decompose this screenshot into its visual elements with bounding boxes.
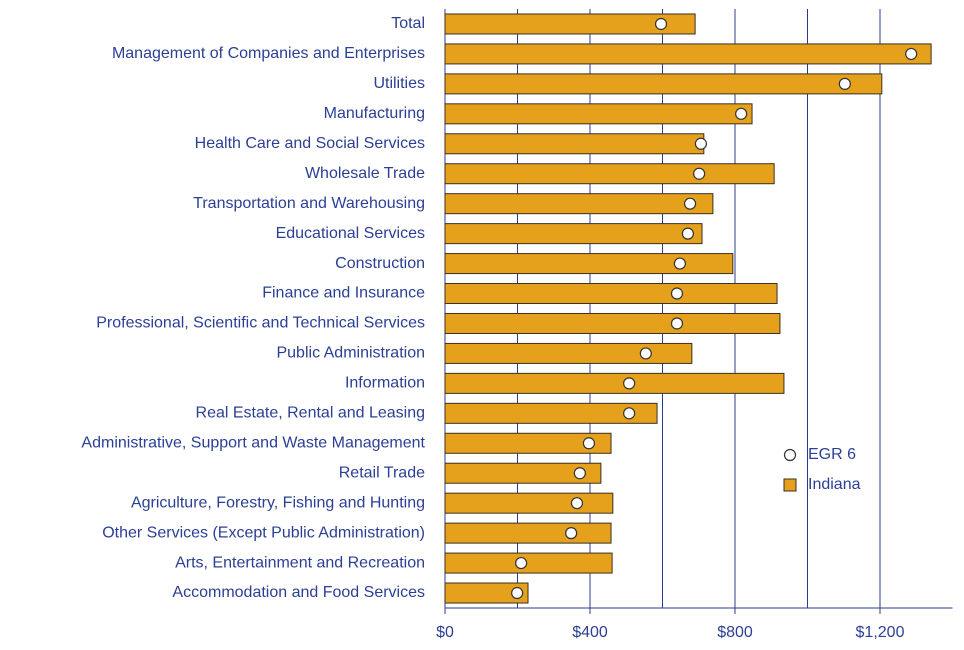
y-tick-label: Total (391, 15, 425, 32)
dot (670, 317, 684, 330)
dot (623, 407, 636, 420)
legend-dot (783, 448, 797, 462)
dot (673, 257, 687, 270)
y-tick-label: Utilities (373, 75, 425, 92)
dot (573, 467, 586, 480)
bar (444, 193, 714, 215)
y-tick-label: Transportation and Warehousing (193, 195, 425, 212)
y-tick-label: Information (345, 375, 425, 392)
y-tick-label: Wholesale Trade (305, 165, 425, 182)
dot (511, 586, 524, 600)
bar (444, 582, 529, 604)
y-tick-label: Professional, Scientific and Technical S… (96, 315, 425, 332)
y-tick-label: Administrative, Support and Waste Manage… (81, 434, 425, 451)
dot (694, 137, 708, 150)
y-tick-label: Other Services (Except Public Administra… (102, 524, 425, 541)
x-tick-label: $400 (572, 624, 608, 641)
bar (444, 283, 778, 305)
bar (444, 253, 734, 275)
dot (570, 497, 584, 510)
y-tick-label: Finance and Insurance (262, 285, 425, 302)
bar (444, 522, 612, 544)
y-tick-label: Management of Companies and Enterprises (112, 45, 425, 62)
bar (444, 402, 658, 424)
dot (582, 437, 596, 450)
dot (693, 167, 706, 180)
dot (683, 197, 697, 210)
legend-label: Indiana (808, 476, 861, 493)
bar (444, 133, 705, 155)
bar (444, 13, 696, 35)
bar (444, 372, 785, 394)
y-tick-label: Public Administration (276, 345, 425, 362)
bar (444, 312, 781, 334)
bar (444, 43, 932, 65)
dot (905, 47, 918, 61)
y-tick-label: Agriculture, Forestry, Fishing and Hunti… (131, 494, 425, 511)
y-tick-label: Health Care and Social Services (195, 135, 425, 152)
dot (623, 377, 636, 390)
legend-label: EGR 6 (808, 446, 856, 463)
y-tick-label: Arts, Entertainment and Recreation (175, 554, 425, 571)
dot (670, 287, 684, 300)
bar (444, 552, 613, 574)
y-tick-label: Educational Services (276, 225, 425, 242)
dot (735, 107, 748, 120)
x-tick-label: $1,200 (856, 624, 905, 641)
bar (444, 103, 753, 125)
y-tick-label: Retail Trade (339, 464, 425, 481)
dot (565, 527, 578, 540)
dot (515, 556, 528, 570)
y-tick-label: Real Estate, Rental and Leasing (196, 405, 425, 422)
y-tick-label: Manufacturing (324, 105, 425, 122)
bar (444, 163, 775, 185)
bar (444, 342, 693, 364)
dot (838, 77, 851, 90)
legend-swatch (783, 478, 797, 492)
x-tick-label: $800 (717, 624, 753, 641)
y-tick-label: Construction (335, 255, 425, 272)
dot (681, 227, 694, 240)
bar (444, 73, 883, 95)
bar (444, 462, 602, 484)
x-tick-label: $0 (436, 624, 454, 641)
dot (639, 347, 652, 360)
dot (654, 17, 668, 31)
bar (444, 492, 614, 514)
y-tick-label: Accommodation and Food Services (172, 584, 425, 601)
bar (444, 432, 612, 454)
bar (444, 223, 703, 245)
